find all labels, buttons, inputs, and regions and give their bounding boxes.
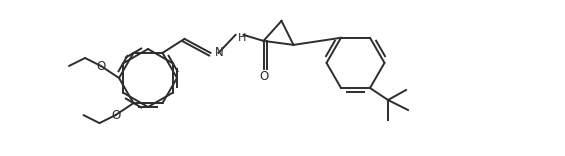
Text: N: N (215, 46, 223, 59)
Text: H: H (237, 33, 246, 43)
Text: O: O (111, 109, 120, 122)
Text: O: O (260, 70, 269, 83)
Text: O: O (97, 59, 106, 73)
